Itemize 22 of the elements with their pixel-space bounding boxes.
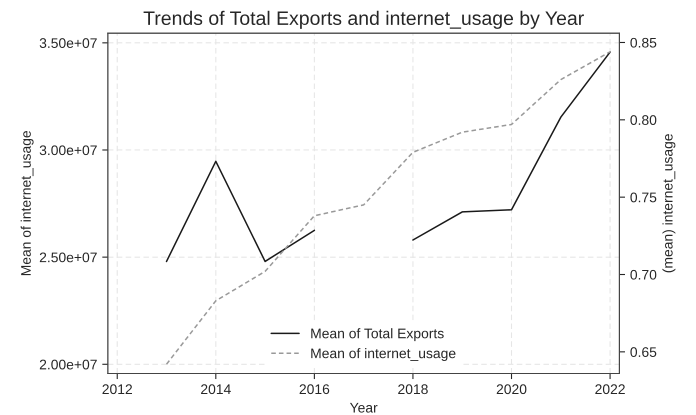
chart-title: Trends of Total Exports and internet_usage by Year bbox=[144, 10, 584, 29]
y-tick-label: 2.00e+07 bbox=[40, 360, 97, 370]
legend-label: Mean of Total Exports bbox=[311, 328, 444, 342]
y2-axis-title: (mean) internet_usage bbox=[662, 134, 676, 272]
y-tick-label: 3.00e+07 bbox=[40, 145, 97, 156]
y2-tick-label: 0.65 bbox=[630, 347, 656, 358]
legend-label: Mean of internet_usage bbox=[311, 348, 456, 361]
y2-tick-label: 0.80 bbox=[630, 115, 656, 125]
y2-tick-label: 0.75 bbox=[630, 192, 656, 202]
line-series bbox=[166, 50, 611, 365]
x-tick-label: 2012 bbox=[102, 384, 132, 394]
x-tick-label: 2014 bbox=[201, 384, 231, 394]
x-tick-label: 2018 bbox=[398, 384, 428, 394]
y-tick-label: 2.50e+07 bbox=[40, 252, 97, 262]
y2-tick-label: 0.70 bbox=[630, 270, 656, 280]
x-tick-label: 2022 bbox=[595, 384, 625, 394]
x-tick-label: 2020 bbox=[496, 384, 526, 394]
y2-tick-label: 0.85 bbox=[630, 38, 656, 48]
x-axis-title: Year bbox=[350, 402, 378, 413]
x-tick-label: 2016 bbox=[300, 384, 330, 394]
y-axis-title: Mean of internet_usage bbox=[20, 130, 34, 276]
y-tick-label: 3.50e+07 bbox=[40, 38, 97, 48]
